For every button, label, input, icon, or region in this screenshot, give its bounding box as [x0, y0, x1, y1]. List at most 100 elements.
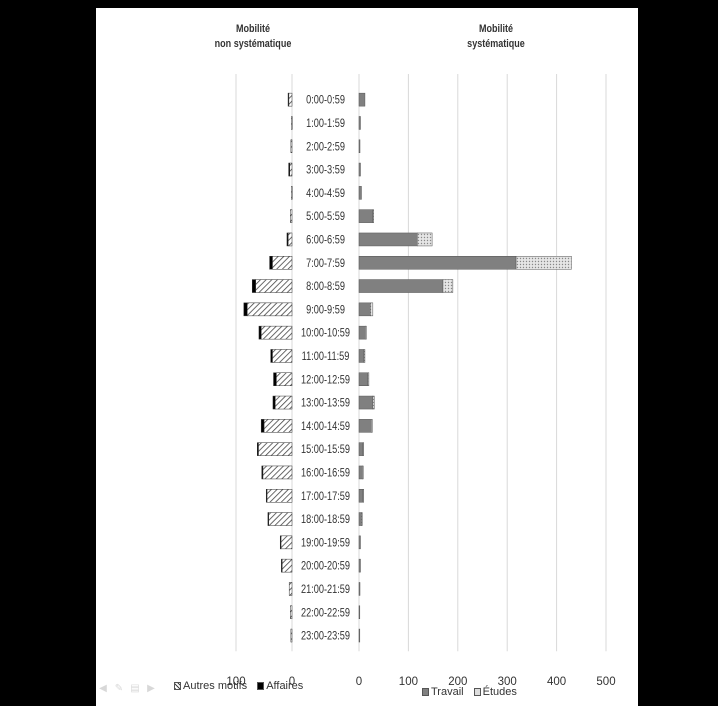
category-label-6: 6:00-6:59 [306, 235, 345, 247]
left-bar-0-21 [288, 582, 293, 596]
slides-icon[interactable]: ▤ [130, 683, 140, 694]
category-label-10: 10:00-10:59 [301, 328, 350, 340]
gridlines [235, 74, 607, 652]
right-bar-0-13 [358, 395, 374, 410]
slide-toolbar[interactable]: ◀ ✎ ▤ ▶ [98, 683, 156, 694]
right-bar-0-1 [358, 116, 361, 130]
left-title-line-2: non systématique [214, 38, 292, 50]
right-bar-0-6 [358, 232, 418, 247]
right-bar-1-18 [361, 512, 363, 526]
right-bar-0-16 [358, 465, 363, 480]
legend-item-etudes: Études [473, 686, 517, 698]
left-bar-0-22 [290, 605, 293, 619]
left-panel-title: Mobilité non systématique [200, 22, 307, 52]
right-bar-1-16 [362, 465, 364, 480]
legend-swatch-affaires [257, 682, 265, 690]
category-label-23: 23:00-23:59 [301, 631, 350, 643]
left-bar-1-6 [286, 232, 289, 247]
category-label-17: 17:00-17:59 [301, 491, 350, 503]
left-bar-0-8 [255, 279, 293, 293]
left-bar-1-10 [258, 325, 262, 340]
back-arrow-icon[interactable]: ◀ [99, 683, 107, 694]
left-bar-0-5 [290, 209, 293, 223]
right-bar-0-19 [358, 535, 361, 550]
left-bar-0-18 [268, 512, 293, 526]
left-bar-0-23 [290, 628, 293, 643]
category-label-3: 3:00-3:59 [306, 165, 345, 177]
category-label-4: 4:00-4:59 [306, 188, 345, 200]
right-bar-0-12 [358, 372, 369, 386]
right-bar-1-6 [417, 232, 433, 247]
right-bar-0-23 [358, 628, 361, 643]
right-bar-0-8 [358, 279, 444, 293]
right-bar-0-10 [358, 325, 366, 340]
category-label-18: 18:00-18:59 [301, 514, 350, 526]
left-bar-0-0 [288, 92, 293, 107]
right-bar-0-3 [358, 162, 361, 177]
right-bar-0-21 [358, 582, 361, 596]
right-tick-label-4: 400 [547, 676, 566, 688]
right-bar-0-15 [358, 442, 364, 456]
right-panel-title: Mobilité systématique [443, 22, 550, 52]
right-title-line-2: systématique [467, 38, 525, 50]
right-bar-1-14 [371, 419, 373, 433]
left-bar-1-12 [273, 372, 277, 386]
right-bar-1-11 [363, 349, 366, 363]
pen-icon[interactable]: ✎ [114, 683, 124, 694]
right-tick-label-2: 200 [448, 676, 467, 688]
left-bar-1-15 [257, 442, 259, 456]
right-bar-1-12 [367, 372, 370, 386]
category-label-11: 11:00-11:59 [302, 351, 350, 363]
right-bar-1-7 [515, 256, 572, 270]
left-tick-label-0: 100 [226, 676, 245, 688]
forward-arrow-icon[interactable]: ▶ [147, 683, 155, 694]
right-bar-0-5 [358, 209, 374, 223]
right-bar-0-2 [358, 139, 361, 153]
right-tick-label-5: 500 [596, 676, 615, 688]
left-panel-bars [243, 92, 293, 643]
right-title-line-1: Mobilité [478, 23, 514, 35]
left-bar-0-11 [272, 349, 293, 363]
legend-label-affaires: Affaires [266, 680, 304, 692]
right-bar-0-17 [358, 489, 364, 503]
right-tick-label-1: 100 [399, 676, 418, 688]
left-bar-1-0 [287, 92, 290, 107]
category-label-9: 9:00-9:59 [306, 305, 345, 317]
left-bar-1-11 [270, 349, 273, 363]
category-label-15: 15:00-15:59 [301, 444, 350, 456]
left-bar-0-10 [260, 325, 293, 340]
left-bar-1-14 [260, 419, 265, 433]
right-panel-bars [358, 92, 572, 643]
legend-item-autres: Autres motifs [174, 680, 247, 692]
left-bar-1-18 [267, 512, 269, 526]
left-bar-0-7 [272, 256, 293, 270]
right-tick-label-3: 300 [498, 676, 517, 688]
left-bar-1-9 [243, 302, 248, 317]
left-bar-0-19 [280, 535, 293, 550]
left-bar-0-17 [266, 489, 293, 503]
butterfly-bar-chart: 0:00-0:59 1:00-1:59 2:00-2:59 3:00-3:59 4:00… [226, 74, 616, 688]
legend-swatch-travail [422, 688, 429, 696]
left-bar-1-13 [272, 395, 276, 410]
category-label-16: 16:00-16:59 [301, 468, 350, 480]
right-bar-0-14 [358, 419, 372, 433]
left-bar-0-14 [263, 419, 293, 433]
legend-label-autres: Autres motifs [183, 680, 248, 692]
category-label-7: 7:00-7:59 [306, 258, 345, 270]
left-bar-1-3 [288, 162, 291, 177]
right-bar-0-9 [358, 302, 371, 317]
left-bar-0-2 [290, 139, 293, 153]
legend-swatch-etudes [473, 688, 481, 696]
left-bar-0-16 [262, 465, 293, 480]
left-tick-label-1: 0 [289, 676, 295, 688]
legend-item-travail: Travail [422, 686, 464, 698]
right-bar-0-22 [358, 605, 361, 619]
left-bar-0-1 [291, 116, 293, 130]
left-bar-1-7 [269, 256, 273, 270]
left-title-line-1: Mobilité [235, 23, 271, 35]
category-label-22: 22:00-22:59 [301, 607, 350, 619]
right-bar-0-18 [358, 512, 362, 526]
left-bar-0-12 [276, 372, 293, 386]
chart-slide: Mobilité non systématique Mobilité systé… [96, 8, 638, 706]
legend-label-etudes: Études [482, 686, 517, 698]
